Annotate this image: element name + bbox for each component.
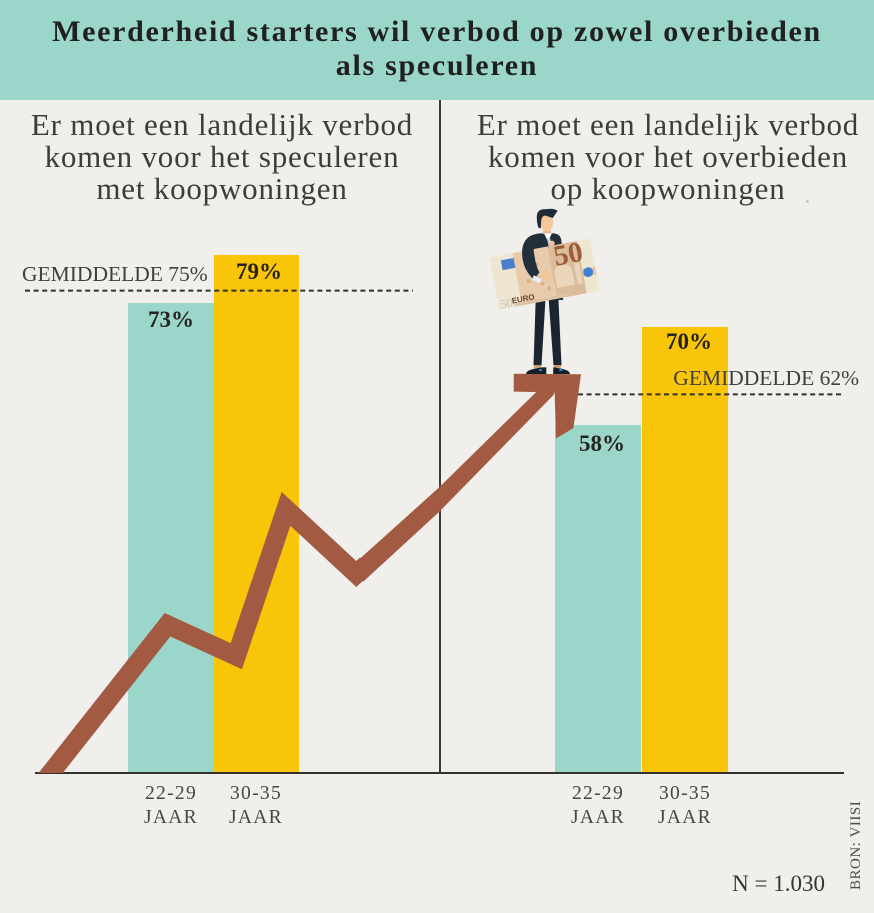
svg-text:50: 50 (551, 236, 585, 273)
svg-text:50: 50 (499, 296, 514, 312)
